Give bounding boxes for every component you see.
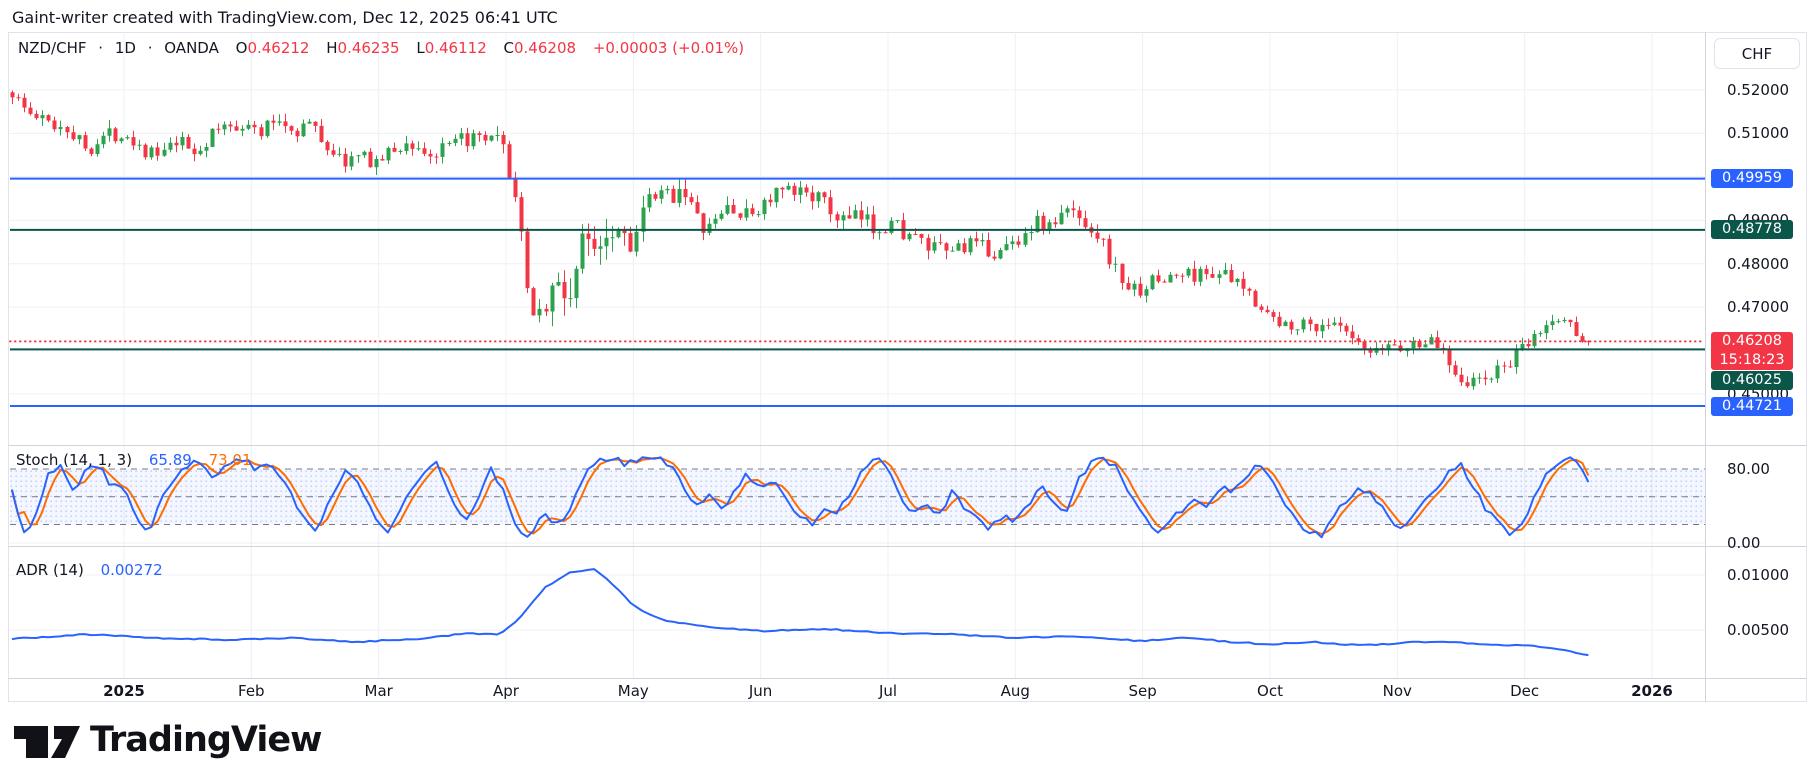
change-value: +0.00003 (+0.01%) xyxy=(592,39,745,57)
tradingview-logo[interactable]: TradingView xyxy=(14,714,322,766)
adr-pane[interactable] xyxy=(8,547,1705,678)
stoch-legend[interactable]: Stoch (14, 1, 3) 65.89 73.01 xyxy=(16,451,252,470)
adr-legend[interactable]: ADR (14) 0.00272 xyxy=(16,561,163,580)
price-axis[interactable] xyxy=(1705,32,1807,678)
tradingview-logo-icon xyxy=(14,726,80,758)
time-axis[interactable] xyxy=(8,678,1705,702)
stoch-k-value: 65.89 xyxy=(148,451,192,469)
stoch-title: Stoch (14, 1, 3) xyxy=(16,451,133,469)
interval-label: 1D xyxy=(114,39,136,57)
symbol-legend[interactable]: NZD/CHF · 1D · OANDA O0.46212 H0.46235 L… xyxy=(18,39,745,57)
tradingview-logo-text: TradingView xyxy=(90,720,322,760)
ohlc-open: O0.46212 xyxy=(235,39,310,57)
ohlc-high: H0.46235 xyxy=(326,39,400,57)
attribution-text: Gaint-writer created with TradingView.co… xyxy=(12,8,558,27)
chart-widget xyxy=(8,32,1807,702)
adr-title: ADR (14) xyxy=(16,561,84,579)
ohlc-low: L0.46112 xyxy=(416,39,487,57)
adr-value: 0.00272 xyxy=(100,561,163,579)
stoch-pane[interactable] xyxy=(8,446,1705,546)
stoch-d-value: 73.01 xyxy=(208,451,252,469)
ohlc-close: C0.46208 xyxy=(503,39,577,57)
currency-button[interactable]: CHF xyxy=(1714,38,1800,69)
symbol-name: NZD/CHF xyxy=(18,39,87,57)
price-pane[interactable] xyxy=(8,32,1705,445)
exchange-label: OANDA xyxy=(164,39,219,57)
